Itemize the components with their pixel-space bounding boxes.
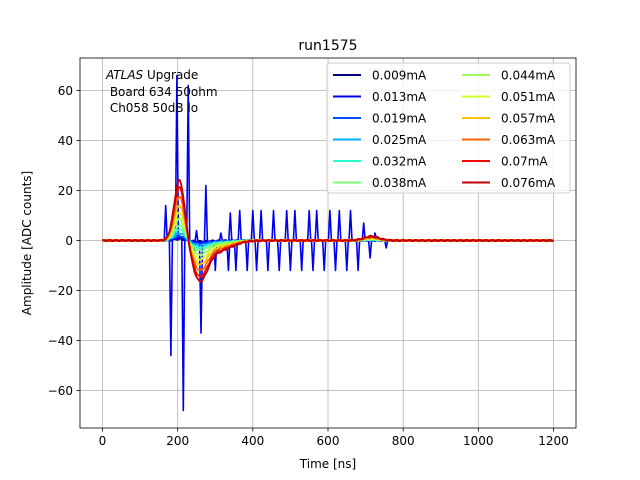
legend-label: 0.013mA: [372, 90, 427, 104]
y-tick-label: 20: [58, 184, 73, 198]
svg-text:ATLAS Upgrade: ATLAS Upgrade: [105, 68, 198, 82]
y-axis-label: Amplitude [ADC counts]: [20, 171, 34, 315]
annotation-upgrade: Upgrade: [143, 68, 198, 82]
legend-label: 0.019mA: [372, 112, 427, 126]
legend-box: [326, 62, 571, 194]
legend-label: 0.07mA: [501, 155, 548, 169]
chart-title: run1575: [298, 38, 357, 54]
legend-label: 0.076mA: [501, 176, 556, 190]
y-tick-label: −20: [48, 284, 73, 298]
atlas-annotation: ATLAS Upgrade Board 634 50ohm Ch058 50dB…: [105, 68, 218, 115]
annotation-board: Board 634 50ohm: [106, 85, 218, 99]
annotation-atlas-italic: ATLAS: [105, 68, 144, 82]
x-tick-label: 600: [317, 434, 340, 448]
legend-label: 0.044mA: [501, 69, 556, 83]
legend-entries: 0.009mA 0.013mA 0.019mA 0.025mA 0.032mA 0.038…: [333, 69, 556, 190]
y-tick-label: −60: [48, 384, 73, 398]
y-tick-label: 60: [58, 84, 73, 98]
series-layer: [102, 74, 554, 412]
x-tick-label: 200: [166, 434, 189, 448]
x-tick-label: 400: [241, 434, 264, 448]
series-line-0.076mA: [102, 178, 554, 283]
legend-label: 0.009mA: [372, 69, 427, 83]
x-tick-label: 800: [392, 434, 415, 448]
x-tick-label: 0: [99, 434, 107, 448]
x-axis-label: Time [ns]: [299, 457, 356, 471]
legend-label: 0.057mA: [501, 112, 556, 126]
legend-label: 0.025mA: [372, 133, 427, 147]
plot-frame: [79, 57, 577, 429]
legend-label: 0.051mA: [501, 90, 556, 104]
legend-label: 0.032mA: [372, 155, 427, 169]
x-axis-ticks: 0 200 400 600 800 1000 1200: [99, 428, 569, 448]
y-axis-ticks: −60 −40 −20 0 20 40 60: [48, 84, 80, 398]
y-tick-label: 40: [58, 134, 73, 148]
legend: 0.009mA 0.013mA 0.019mA 0.025mA 0.032mA 0.038…: [326, 62, 571, 194]
y-tick-label: −40: [48, 334, 73, 348]
legend-label: 0.063mA: [501, 133, 556, 147]
x-tick-label: 1000: [463, 434, 494, 448]
x-tick-label: 1200: [538, 434, 569, 448]
legend-label: 0.038mA: [372, 176, 427, 190]
annotation-channel: Ch058 50dB lo: [106, 101, 198, 115]
y-tick-label: 0: [65, 234, 73, 248]
